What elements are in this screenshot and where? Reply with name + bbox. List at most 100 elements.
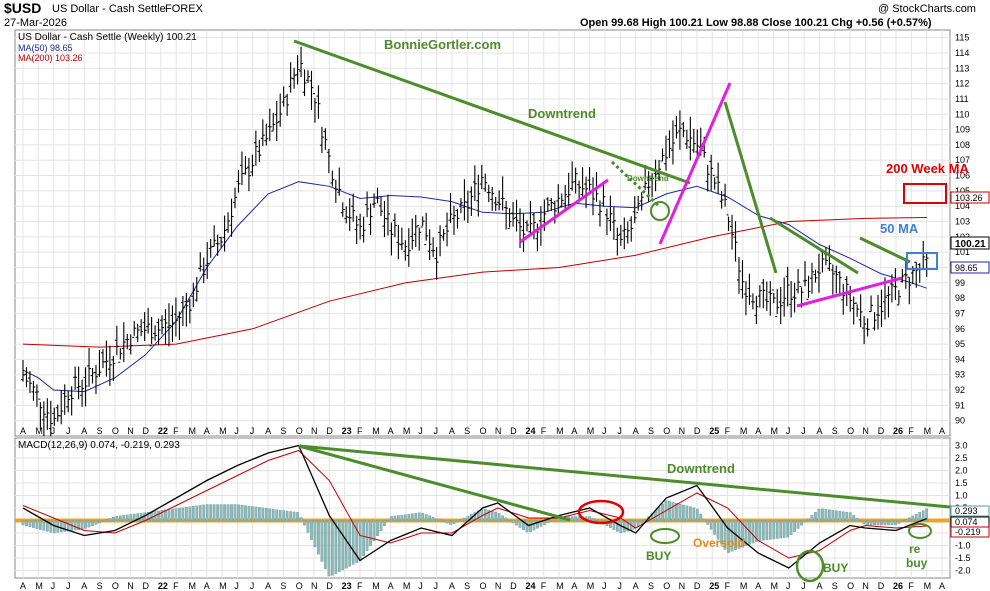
macd-histogram-bar	[313, 520, 317, 548]
price-x-tick-label: J	[434, 426, 439, 436]
macd-top-circle	[577, 499, 625, 525]
price-x-tick-label: A	[20, 426, 26, 436]
macd-histogram-bar	[52, 520, 56, 534]
macd-histogram-bar	[831, 510, 835, 522]
macd-histogram-bar	[779, 520, 783, 539]
price-x-tick-label: J	[234, 426, 239, 436]
price-x-tick-label: J	[51, 426, 56, 436]
macd-histogram-bar	[108, 518, 112, 522]
macd-histogram-bar	[727, 520, 730, 553]
ma200-price-tag	[950, 191, 990, 204]
copyright: @ StockCharts.com	[878, 3, 976, 15]
macd-histogram-bar	[828, 509, 831, 522]
ma50-annotation: 50 MA	[880, 221, 919, 236]
macd-histogram-bar	[87, 520, 91, 528]
macd-histogram-bar	[786, 520, 790, 538]
macd-histogram-bar	[390, 516, 393, 522]
macd-buy-circle-2	[795, 549, 825, 583]
macd-histogram-bar	[164, 509, 167, 522]
price-x-tick-label: O	[112, 426, 119, 436]
macd-y-tick-label: 2.0	[955, 466, 968, 476]
price-x-tick-label: J	[418, 426, 423, 436]
macd-histogram-bar	[511, 520, 515, 524]
macd-histogram-bar	[268, 508, 272, 522]
macd-histogram-bar	[570, 516, 574, 522]
macd-x-tick-label: O	[112, 581, 119, 591]
macd-histogram-bar	[692, 507, 696, 522]
price-x-tick-label: D	[878, 426, 885, 436]
price-y-tick-label: 90	[955, 416, 965, 426]
macd-histogram-bar	[671, 502, 675, 522]
macd-histogram-bar	[744, 520, 748, 546]
hist-value-label: 0.293	[955, 506, 978, 516]
price-y-tick-label: 98	[955, 293, 965, 303]
macd-x-tick-label: A	[571, 581, 577, 591]
macd-histogram-bar	[244, 505, 247, 522]
macd-x-tick-label: F	[908, 581, 914, 591]
macd-histogram-bar	[317, 520, 320, 555]
macd-histogram-bar	[901, 520, 904, 522]
price-x-tick-label: D	[143, 426, 150, 436]
price-y-tick-label: 103	[955, 217, 970, 227]
macd-histogram-bar	[247, 505, 251, 522]
macd-histogram-bar	[171, 508, 174, 522]
macd-histogram-bar	[188, 506, 192, 522]
macd-histogram-bar	[35, 520, 39, 529]
macd-downtrend-annotation: Downtrend	[667, 461, 735, 476]
price-x-tick-label: A	[449, 426, 455, 436]
macd-x-tick-label: M	[587, 581, 595, 591]
macd-panel-title: MACD(12,26,9) 0.074, -0.219, 0.293	[18, 440, 180, 451]
macd-histogram-bar	[49, 520, 53, 533]
macd-histogram-bar	[362, 520, 365, 556]
price-x-tick-label: M	[771, 426, 779, 436]
price-x-tick-label: M	[219, 426, 227, 436]
macd-histogram-bar	[428, 515, 432, 522]
macd-histogram-bar	[21, 520, 25, 526]
macd-histogram-bar	[358, 520, 362, 561]
macd-x-tick-label: D	[326, 581, 333, 591]
macd-histogram-bar	[73, 520, 77, 531]
macd-x-tick-label: O	[847, 581, 854, 591]
macd-histogram-bar	[84, 520, 87, 529]
price-y-tick-label: 114	[955, 48, 969, 58]
macd-histogram-bar	[125, 514, 129, 522]
macd-x-tick-label: 23	[342, 581, 352, 591]
macd-x-tick-label: O	[663, 581, 670, 591]
macd-histogram-bar	[814, 512, 817, 522]
macd-histogram-bar	[285, 510, 289, 522]
trendlines	[293, 39, 951, 583]
price-x-tick-label: A	[939, 426, 945, 436]
macd-histogram-bar	[118, 515, 122, 522]
macd-histogram-bar	[414, 513, 418, 522]
macd-histogram-bar	[98, 520, 101, 524]
macd-y-tick-label: 1.0	[955, 491, 968, 501]
macd-x-tick-label: S	[97, 581, 103, 591]
macd-histogram-bar	[490, 510, 494, 522]
macd-histogram-bar	[80, 520, 84, 530]
ma50-price-tag	[950, 261, 990, 274]
macd-histogram-bar	[205, 504, 209, 522]
macd-histogram-bar	[115, 516, 119, 522]
macd-histogram-bar	[278, 509, 282, 522]
macd-line	[22, 444, 927, 569]
ma50-price-label: 98.65	[955, 263, 978, 273]
macd-histogram-bar	[821, 508, 824, 522]
macd-x-tick-label: M	[188, 581, 196, 591]
macd-histogram-bar	[240, 504, 244, 522]
macd-histogram-bar	[706, 520, 710, 525]
minor-downtrend-line	[610, 160, 662, 209]
price-y-tick-label: 97	[955, 308, 965, 318]
macd-y-tick-label: -2.0	[955, 566, 971, 576]
macd-histogram-bar	[591, 518, 595, 522]
ma50-legend: MA(50) 98.65	[18, 43, 73, 53]
price-y-tick-label: 113	[955, 63, 969, 73]
price-x-tick-label: M	[740, 426, 748, 436]
macd-histogram-bar	[344, 520, 348, 569]
macd-downtrend-line	[298, 444, 951, 509]
macd-y-tick-label: 3.0	[955, 441, 968, 451]
macd-x-tick-label: J	[234, 581, 239, 591]
macd-histogram-bar	[334, 520, 338, 574]
macd-histogram-bar	[546, 520, 550, 524]
macd-histogram-bar	[112, 516, 115, 522]
macd-x-tick-label: S	[648, 581, 654, 591]
